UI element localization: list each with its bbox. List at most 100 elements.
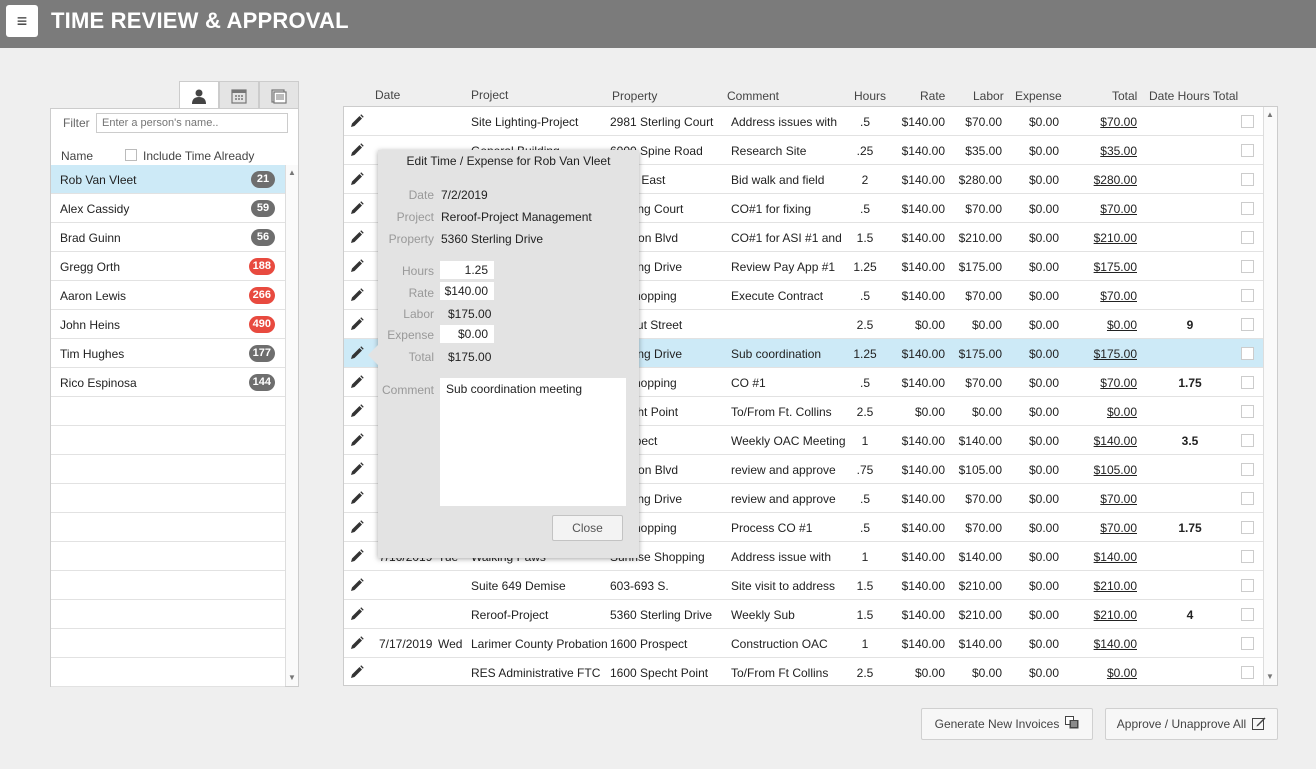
row-total[interactable]: $70.00 <box>1100 115 1137 129</box>
table-row[interactable]: ProspectWeekly OAC Meeting1$140.00$140.0… <box>344 426 1263 455</box>
row-total[interactable]: $280.00 <box>1093 173 1137 187</box>
person-row[interactable]: Gregg Orth 188 <box>51 252 285 281</box>
pencil-icon[interactable] <box>350 549 364 563</box>
row-total[interactable]: $35.00 <box>1100 144 1137 158</box>
row-total[interactable]: $175.00 <box>1093 260 1137 274</box>
pencil-icon[interactable] <box>350 346 364 360</box>
pencil-icon[interactable] <box>350 607 364 621</box>
pencil-icon[interactable] <box>350 317 364 331</box>
col-date-hours-total[interactable]: Date Hours Total <box>1149 89 1239 103</box>
col-project[interactable]: Project <box>471 88 509 102</box>
approve-all-button[interactable]: Approve / Unapprove All <box>1105 708 1278 740</box>
row-total[interactable]: $0.00 <box>1106 318 1137 332</box>
row-total[interactable]: $140.00 <box>1093 637 1137 651</box>
col-expense[interactable]: Expense <box>1015 89 1062 103</box>
pencil-icon[interactable] <box>350 636 364 650</box>
approve-checkbox[interactable] <box>1241 521 1254 534</box>
row-total[interactable]: $0.00 <box>1106 666 1137 680</box>
row-total[interactable]: $210.00 <box>1093 231 1137 245</box>
table-row[interactable]: 7/17/2019 Wed Larimer County Probation 1600… <box>344 629 1263 658</box>
approve-checkbox[interactable] <box>1241 260 1254 273</box>
approve-checkbox[interactable] <box>1241 492 1254 505</box>
row-total[interactable]: $70.00 <box>1100 289 1137 303</box>
people-scrollbar[interactable]: ▲ ▼ <box>285 165 298 686</box>
table-row[interactable]: Sterling Court CO#1 for fixing .5 $140.00 $7… <box>344 194 1263 223</box>
col-date[interactable]: Date <box>375 88 401 102</box>
include-invoiced-checkbox[interactable] <box>125 149 137 161</box>
row-total[interactable]: $0.00 <box>1106 405 1137 419</box>
approve-checkbox[interactable] <box>1241 289 1254 302</box>
person-row[interactable]: Rico Espinosa 144 <box>51 368 285 397</box>
table-scrollbar[interactable]: ▲ ▼ <box>1263 107 1277 685</box>
scroll-up-icon[interactable]: ▲ <box>1266 110 1274 119</box>
pencil-icon[interactable] <box>350 665 364 679</box>
approve-checkbox[interactable] <box>1241 318 1254 331</box>
person-row[interactable]: Alex Cassidy 59 <box>51 194 285 223</box>
pencil-icon[interactable] <box>350 404 364 418</box>
row-total[interactable]: $175.00 <box>1093 347 1137 361</box>
document-icon[interactable] <box>259 81 299 109</box>
table-row[interactable]: Suite 649 Demise 603-693 S. Site visit to … <box>344 571 1263 600</box>
close-button[interactable]: Close <box>552 515 623 541</box>
approve-checkbox[interactable] <box>1241 550 1254 563</box>
row-total[interactable]: $70.00 <box>1100 492 1137 506</box>
scroll-up-icon[interactable]: ▲ <box>288 168 296 177</box>
pencil-icon[interactable] <box>350 462 364 476</box>
person-row[interactable]: John Heins 490 <box>51 310 285 339</box>
approve-checkbox[interactable] <box>1241 463 1254 476</box>
col-rate[interactable]: Rate <box>920 89 946 103</box>
pencil-icon[interactable] <box>350 491 364 505</box>
pencil-icon[interactable] <box>350 172 364 186</box>
pencil-icon[interactable] <box>350 433 364 447</box>
scroll-down-icon[interactable]: ▼ <box>288 673 296 682</box>
row-total[interactable]: $210.00 <box>1093 608 1137 622</box>
approve-checkbox[interactable] <box>1241 579 1254 592</box>
row-total[interactable]: $140.00 <box>1093 434 1137 448</box>
approve-checkbox[interactable] <box>1241 376 1254 389</box>
row-total[interactable]: $140.00 <box>1093 550 1137 564</box>
row-total[interactable]: $105.00 <box>1093 463 1137 477</box>
person-row[interactable]: Aaron Lewis 266 <box>51 281 285 310</box>
row-total[interactable]: $210.00 <box>1093 579 1137 593</box>
row-total[interactable]: $70.00 <box>1100 376 1137 390</box>
pencil-icon[interactable] <box>350 230 364 244</box>
table-row[interactable]: General Building6000 Spine RoadResearch … <box>344 136 1263 165</box>
comment-textarea[interactable]: Sub coordination meeting <box>440 378 626 506</box>
table-row[interactable]: se Shopping Process CO #1.5 $140.00 $70.00 $… <box>344 513 1263 542</box>
col-hours[interactable]: Hours <box>854 89 887 103</box>
table-row[interactable]: Sterling Drive review and approve .5 $140.0… <box>344 484 1263 513</box>
person-row[interactable]: Brad Guinn 56 <box>51 223 285 252</box>
rate-input[interactable]: $140.00 <box>440 282 494 300</box>
table-row[interactable]: Site Lighting-Project 2981 Sterling Court… <box>344 107 1263 136</box>
scroll-down-icon[interactable]: ▼ <box>1266 672 1274 681</box>
hours-input[interactable]: 1.25 <box>440 261 494 279</box>
col-property[interactable]: Property <box>612 89 658 103</box>
row-total[interactable]: $70.00 <box>1100 521 1137 535</box>
calendar-icon[interactable] <box>219 81 259 109</box>
col-labor[interactable]: Labor <box>973 89 1004 103</box>
hamburger-icon[interactable]: ≡ <box>6 5 38 37</box>
col-total[interactable]: Total <box>1112 89 1138 103</box>
person-row[interactable]: Rob Van Vleet 21 <box>51 165 285 194</box>
pencil-icon[interactable] <box>350 201 364 215</box>
approve-checkbox[interactable] <box>1241 144 1254 157</box>
approve-checkbox[interactable] <box>1241 666 1254 679</box>
pencil-icon[interactable] <box>350 578 364 592</box>
person-row[interactable]: Tim Hughes 177 <box>51 339 285 368</box>
row-total[interactable]: $70.00 <box>1100 202 1137 216</box>
approve-checkbox[interactable] <box>1241 434 1254 447</box>
approve-checkbox[interactable] <box>1241 405 1254 418</box>
table-row[interactable]: RES Administrative FTC 1600 Specht Point T… <box>344 658 1263 685</box>
table-row[interactable]: Reroof-Project 5360 Sterling Drive Weekly … <box>344 600 1263 629</box>
table-row[interactable]: se Shopping Execute Contract .5 $140.00 $70.… <box>344 281 1263 310</box>
expense-input[interactable]: $0.00 <box>440 325 494 343</box>
approve-checkbox[interactable] <box>1241 231 1254 244</box>
pencil-icon[interactable] <box>350 520 364 534</box>
approve-checkbox[interactable] <box>1241 608 1254 621</box>
pencil-icon[interactable] <box>350 375 364 389</box>
pencil-icon[interactable] <box>350 288 364 302</box>
approve-checkbox[interactable] <box>1241 347 1254 360</box>
approve-checkbox[interactable] <box>1241 115 1254 128</box>
approve-checkbox[interactable] <box>1241 637 1254 650</box>
approve-checkbox[interactable] <box>1241 173 1254 186</box>
